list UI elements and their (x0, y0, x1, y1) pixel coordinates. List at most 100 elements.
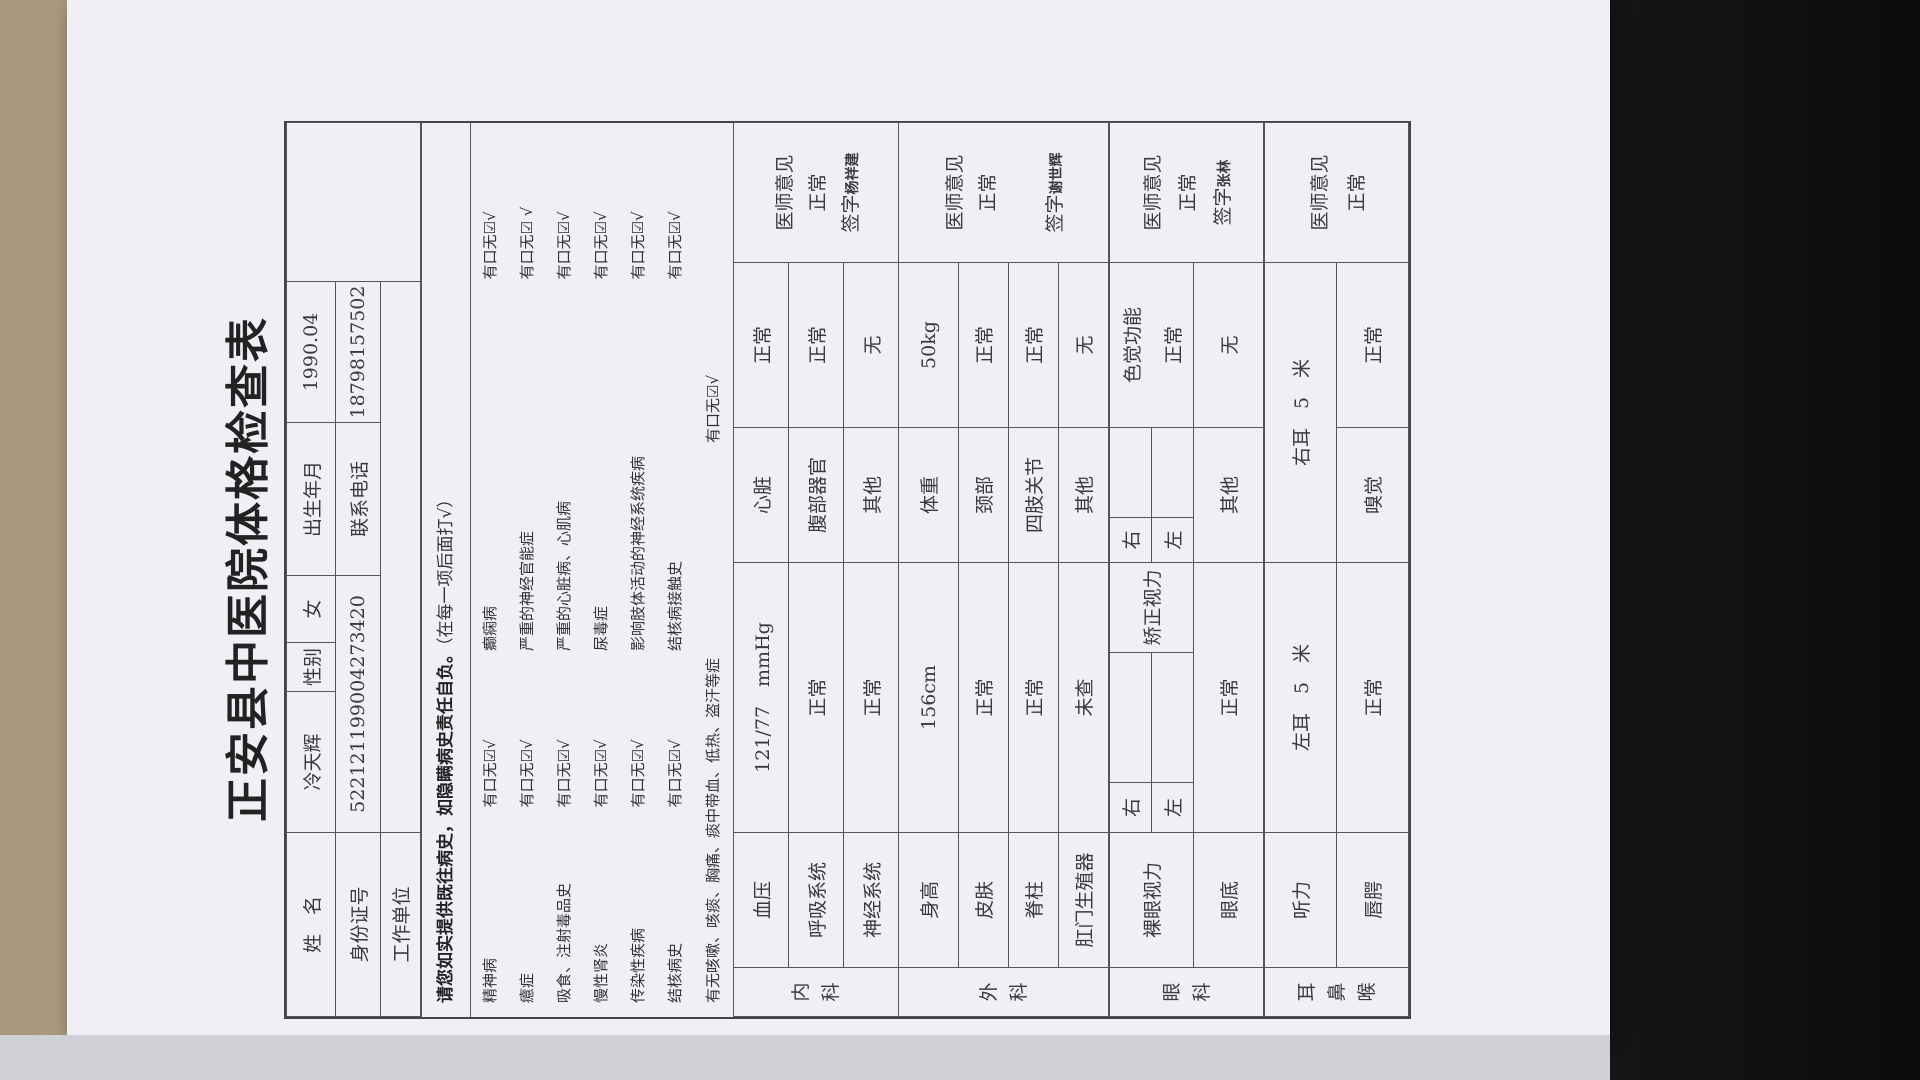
corrected-right-label: 右 (1109, 517, 1152, 563)
birth-value: 1990.04 (286, 281, 336, 423)
history-row: 慢性肾炎 有口无☑√ 尿毒症 有口无☑√ (582, 123, 619, 1017)
cough-label: 有无咳嗽、咳痰、胸痛、痰中带血、低热、盗汗等症 (704, 657, 722, 1003)
history-row: 结核病史 有口无☑√ 结核病接触史 有口无☑√ (656, 123, 693, 1017)
notice-instruction: （在每一项后面打√） (436, 490, 456, 646)
history-item: 传染性疾病 (629, 927, 647, 1003)
internal-doctor-opinion: 医师意见 正常 签字杨祥建 (733, 122, 899, 263)
naked-right-value (1109, 652, 1152, 783)
doctor-signature: 谢世辉 (1049, 152, 1065, 195)
surgical-section-label: 外科 (898, 967, 1109, 1017)
birth-label: 出生年月 (286, 422, 336, 576)
history-check: 有口无☑√ (629, 739, 647, 808)
exam-value: 正常 (958, 562, 1009, 833)
history-item: 精神病 (481, 957, 499, 1003)
doctor-signature: 杨祥建 (844, 152, 861, 195)
history-notice: 请您如实提供既往病史，如隐瞒病史责任自负。（在每一项后面打√） (421, 123, 471, 1017)
exam-value: 156cm (898, 562, 959, 833)
history-check: 有口无☑√ (666, 211, 684, 280)
history-row: 癔症 有口无☑√ 严重的神经官能症 有口无☑ √ (508, 123, 545, 1017)
history-item: 影响肢体活动的神经系统疾病 (629, 455, 647, 651)
exam-label: 体重 (898, 427, 959, 563)
history-item: 癫痫病 (481, 605, 499, 651)
exam-label: 神经系统 (843, 832, 899, 968)
ent-doctor-opinion: 医师意见 正常 (1264, 122, 1409, 263)
history-check: 有口无☑√ (555, 211, 573, 280)
underlying-page (0, 1035, 1610, 1080)
fundus-value: 正常 (1193, 562, 1264, 833)
history-item: 慢性肾炎 (592, 942, 610, 1003)
exam-label: 心脏 (733, 427, 789, 563)
form-table: 姓 名 冷天辉 性别 女 出生年月 1990.04 身份证号 522121199… (284, 121, 1411, 1019)
cough-row: 有无咳嗽、咳痰、胸痛、痰中带血、低热、盗汗等症 有口无☑√ (693, 123, 733, 1017)
history-list: 精神病 有口无☑√ 癫痫病 有口无☑√ 癔症 有口无☑√ 严重的神经官能症 有口无☑ √ 吸… (471, 123, 733, 1017)
history-item: 结核病史 (666, 942, 684, 1003)
exam-value: 正常 (958, 262, 1009, 428)
history-item: 结核病接触史 (666, 560, 684, 651)
history-check: 有口无☑√ (481, 739, 499, 808)
work-value (380, 281, 421, 833)
history-item: 癔症 (518, 972, 536, 1003)
exam-value: 未查 (1058, 562, 1109, 833)
smell-label: 嗅觉 (1336, 427, 1409, 563)
history-item: 严重的神经官能症 (518, 530, 536, 651)
ent-section-label: 耳鼻喉 (1264, 967, 1409, 1017)
ent-table: 耳鼻喉 听力 左耳 5 米 右耳 5 米 医师意见 正常 唇腭 正常 嗅觉 正常 (1264, 122, 1409, 1017)
naked-left-value (1151, 652, 1194, 783)
naked-left-label: 左 (1151, 782, 1194, 833)
exam-table: 内科 血压 121/77 mmHg 心脏 正常 医师意见 正常 签字杨祥建 呼吸系统… (733, 122, 1109, 1017)
eye-table: 眼科 裸眼视力 右 矫正视力 右 色觉功能 正常 医师意见 正常 签字张林 左 左 眼… (1109, 122, 1264, 1017)
internal-section-label: 内科 (733, 967, 899, 1017)
exam-value: 无 (1058, 262, 1109, 428)
history-item: 吸食、注射毒品史 (555, 882, 573, 1003)
eye-other-value: 无 (1193, 262, 1264, 428)
history-check: 有口无☑√ (666, 739, 684, 808)
hearing-label: 听力 (1264, 832, 1337, 968)
history-row: 吸食、注射毒品史 有口无☑√ 严重的心脏病、心肌病 有口无☑√ (545, 123, 582, 1017)
document-page (67, 0, 1610, 1035)
name-label: 姓 名 (286, 832, 336, 1017)
exam-label: 其他 (843, 427, 899, 563)
naked-right-label: 右 (1109, 782, 1152, 833)
exam-value: 50kg (898, 262, 959, 428)
corrected-right-value (1109, 427, 1152, 518)
name-value: 冷天辉 (286, 691, 336, 833)
phone-value: 18798157502 (335, 281, 381, 423)
eye-doctor-opinion: 医师意见 正常 签字张林 (1109, 122, 1264, 263)
phone-label: 联系电话 (335, 422, 381, 576)
corrected-left-label: 左 (1151, 517, 1194, 563)
doctor-signature: 张林 (1217, 159, 1233, 188)
color-vision: 色觉功能 正常 (1109, 262, 1194, 428)
corrected-vision-label: 矫正视力 (1109, 562, 1194, 653)
history-check: 有口无☑√ (481, 211, 499, 280)
history-row: 传染性疾病 有口无☑√ 影响肢体活动的神经系统疾病 有口无☑√ (619, 123, 656, 1017)
corrected-left-value (1151, 427, 1194, 518)
exam-label: 肛门生殖器 (1058, 832, 1109, 968)
sex-label: 性别 (286, 642, 336, 692)
form-title: 正安县中医院体格检查表 (223, 316, 274, 822)
cough-check: 有口无☑√ (704, 374, 722, 443)
notice-bold: 请您如实提供既往病史，如隐瞒病史责任自负。 (436, 646, 456, 1003)
exam-form: 正安县中医院体格检查表 姓 名 冷天辉 性别 女 出生年月 1990.04 身份… (218, 119, 1428, 1019)
work-label: 工作单位 (380, 832, 421, 1017)
exam-label: 呼吸系统 (788, 832, 844, 968)
exam-value: 正常 (788, 262, 844, 428)
history-check: 有口无☑√ (518, 739, 536, 808)
exam-value: 121/77 mmHg (733, 562, 789, 833)
exam-label: 四肢关节 (1008, 427, 1059, 563)
history-check: 有口无☑ √ (518, 206, 536, 280)
right-ear-value: 右耳 5 米 (1264, 262, 1337, 563)
naked-vision-label: 裸眼视力 (1109, 832, 1194, 968)
personal-info-table: 姓 名 冷天辉 性别 女 出生年月 1990.04 身份证号 522121199… (286, 122, 421, 1017)
id-label: 身份证号 (335, 832, 381, 1017)
exam-value: 正常 (788, 562, 844, 833)
history-item: 严重的心脏病、心肌病 (555, 500, 573, 651)
history-check: 有口无☑√ (592, 739, 610, 808)
lip-palate-label: 唇腭 (1336, 832, 1409, 968)
exam-label: 皮肤 (958, 832, 1009, 968)
exam-label: 腹部器官 (788, 427, 844, 563)
history-row: 精神病 有口无☑√ 癫痫病 有口无☑√ (471, 123, 508, 1017)
exam-value: 无 (843, 262, 899, 428)
exam-value: 正常 (1008, 562, 1059, 833)
exam-value: 正常 (843, 562, 899, 833)
history-item: 尿毒症 (592, 605, 610, 651)
